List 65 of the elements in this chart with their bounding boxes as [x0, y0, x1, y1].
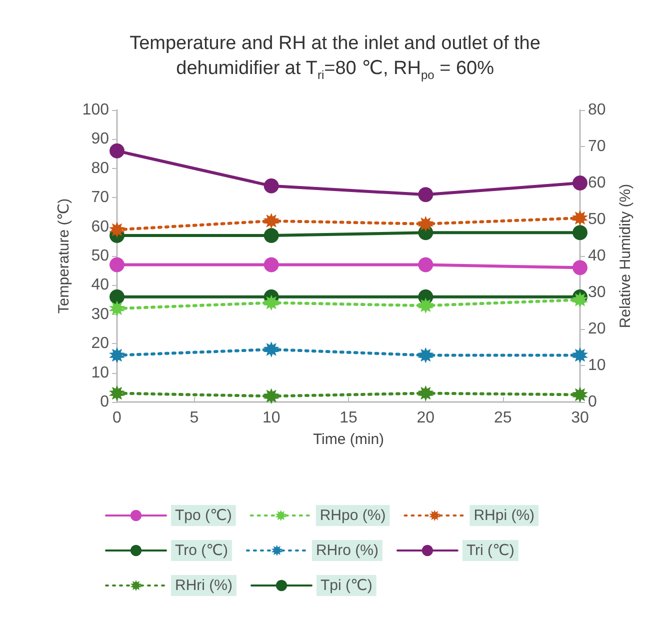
y-tick-label: 40	[91, 276, 110, 294]
point	[418, 216, 434, 232]
y2-tick-label: 30	[588, 284, 606, 301]
y2-tick-label: 70	[588, 138, 606, 155]
point	[110, 143, 124, 158]
point	[572, 292, 588, 308]
point	[110, 289, 124, 304]
point	[418, 298, 434, 314]
x-tick-label: 0	[112, 410, 122, 426]
x-axis-title: Time (min)	[312, 431, 384, 448]
y2-tick-label: 10	[588, 357, 606, 374]
point	[418, 347, 434, 364]
y-tick-label: 30	[91, 306, 110, 323]
y2-tick-label: 40	[588, 248, 606, 264]
x-tick-label: 15	[340, 410, 358, 426]
y-tick-label: 80	[91, 160, 110, 177]
point	[263, 212, 280, 229]
point	[109, 385, 125, 402]
y-tick-label: 0	[100, 394, 110, 410]
y2-tick-label: 50	[588, 211, 606, 228]
point	[418, 385, 434, 402]
y2-axis-title: Relative Humidity (%)	[617, 184, 634, 328]
point	[109, 347, 125, 364]
x-tick-label: 10	[262, 410, 280, 426]
x-tick-label: 25	[494, 410, 512, 426]
legend-label: Tpi (℃)	[320, 577, 372, 594]
legend-label: RHri (%)	[175, 577, 232, 594]
legend-label: Tpo (℃)	[175, 507, 232, 524]
point	[264, 228, 279, 244]
point	[109, 300, 125, 317]
point	[572, 386, 588, 403]
point	[572, 210, 588, 226]
y-tick-label: 50	[91, 248, 110, 264]
legend-label: RHpi (%)	[474, 507, 535, 524]
point	[418, 187, 434, 202]
y-tick-label: 60	[91, 218, 110, 236]
y-tick-label: 10	[91, 364, 110, 382]
point	[110, 257, 124, 272]
point	[263, 341, 280, 358]
legend-label: Tro (℃)	[175, 542, 228, 559]
y2-tick-label: 0	[588, 394, 597, 410]
y-tick-label: 100	[82, 102, 110, 118]
x-tick-label: 30	[571, 410, 589, 426]
point	[572, 347, 588, 364]
legend-label: RHpo (%)	[320, 507, 386, 524]
y-tick-label: 20	[91, 335, 110, 352]
point	[263, 294, 280, 311]
y2-tick-label: 60	[588, 174, 606, 192]
point	[418, 257, 434, 272]
point	[263, 388, 280, 404]
point	[264, 257, 279, 272]
y2-tick-label: 80	[588, 102, 606, 118]
legend-label: Tri (℃)	[466, 542, 514, 559]
point	[264, 178, 279, 194]
x-tick-label: 20	[416, 410, 435, 426]
point	[572, 225, 588, 240]
point	[109, 222, 125, 238]
x-tick-label: 5	[190, 410, 199, 426]
y-tick-label: 70	[91, 189, 110, 206]
point	[572, 176, 588, 190]
legend-label: RHro (%)	[316, 542, 378, 559]
y-axis-title: Temperature (℃)	[55, 198, 72, 314]
y2-tick-label: 20	[588, 320, 606, 338]
y-tick-label: 90	[91, 130, 110, 148]
point	[572, 260, 588, 276]
